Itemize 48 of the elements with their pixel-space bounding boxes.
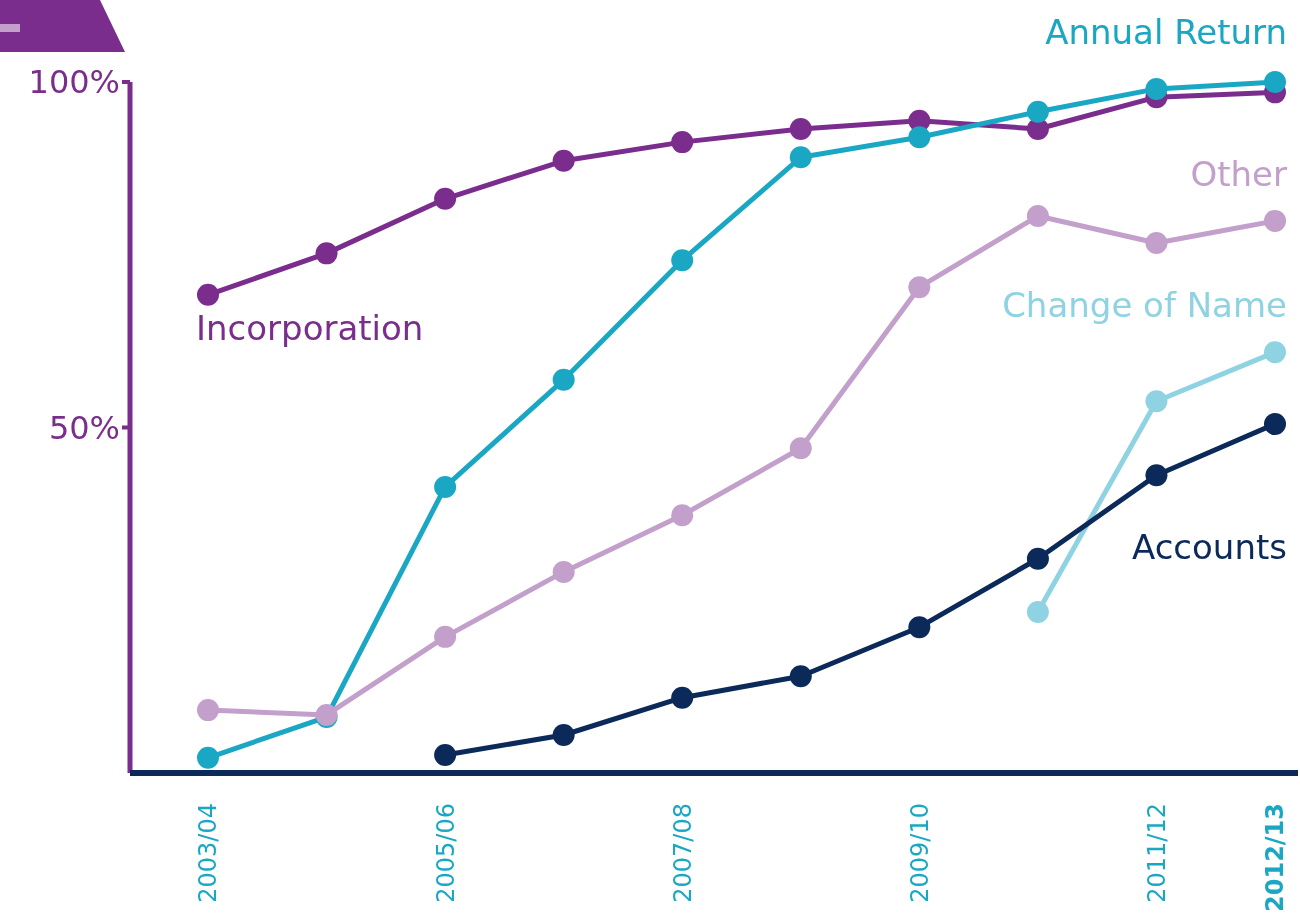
- point: [908, 276, 931, 299]
- point: [671, 131, 694, 154]
- point: [1145, 232, 1168, 254]
- point: [552, 368, 575, 391]
- x-tick-label: 2003/04: [194, 803, 223, 903]
- point: [552, 560, 575, 583]
- point: [789, 437, 812, 460]
- x-tick-label: 2011/12: [1142, 803, 1171, 903]
- point: [1026, 100, 1049, 123]
- point: [908, 616, 931, 639]
- series-label: Incorporation: [196, 307, 424, 348]
- point: [1026, 547, 1049, 570]
- point: [315, 242, 338, 265]
- series-label: Change of Name: [1002, 285, 1287, 326]
- point: [1145, 390, 1168, 413]
- point: [671, 686, 694, 709]
- series-label: Accounts: [1132, 527, 1287, 568]
- x-tick-label: 2009/10: [905, 803, 934, 903]
- point: [671, 249, 694, 272]
- point: [434, 475, 457, 498]
- x-tick-label: 2007/08: [668, 803, 697, 903]
- y-tick-label: 50%: [48, 408, 120, 447]
- point: [908, 126, 931, 149]
- point: [671, 504, 694, 527]
- point: [434, 187, 457, 210]
- point: [1026, 205, 1049, 228]
- series-label: Other: [1190, 153, 1288, 194]
- point: [1264, 209, 1286, 232]
- x-tick-label: 2005/06: [431, 803, 460, 903]
- point: [552, 149, 575, 172]
- point: [1264, 341, 1286, 364]
- point: [1145, 464, 1168, 487]
- series-label: Annual Return: [1045, 12, 1287, 52]
- point: [1145, 77, 1168, 100]
- point: [434, 625, 457, 648]
- point: [197, 283, 219, 306]
- point: [789, 117, 812, 140]
- point: [789, 146, 812, 169]
- point: [1026, 601, 1049, 623]
- y-tick-label: 100%: [28, 63, 120, 102]
- point: [789, 665, 812, 688]
- point: [1264, 413, 1286, 436]
- point: [434, 744, 457, 767]
- point: [1264, 71, 1286, 93]
- point: [552, 724, 575, 746]
- point: [197, 746, 219, 769]
- x-tick-label: 2012/13: [1261, 803, 1290, 912]
- point: [197, 699, 219, 722]
